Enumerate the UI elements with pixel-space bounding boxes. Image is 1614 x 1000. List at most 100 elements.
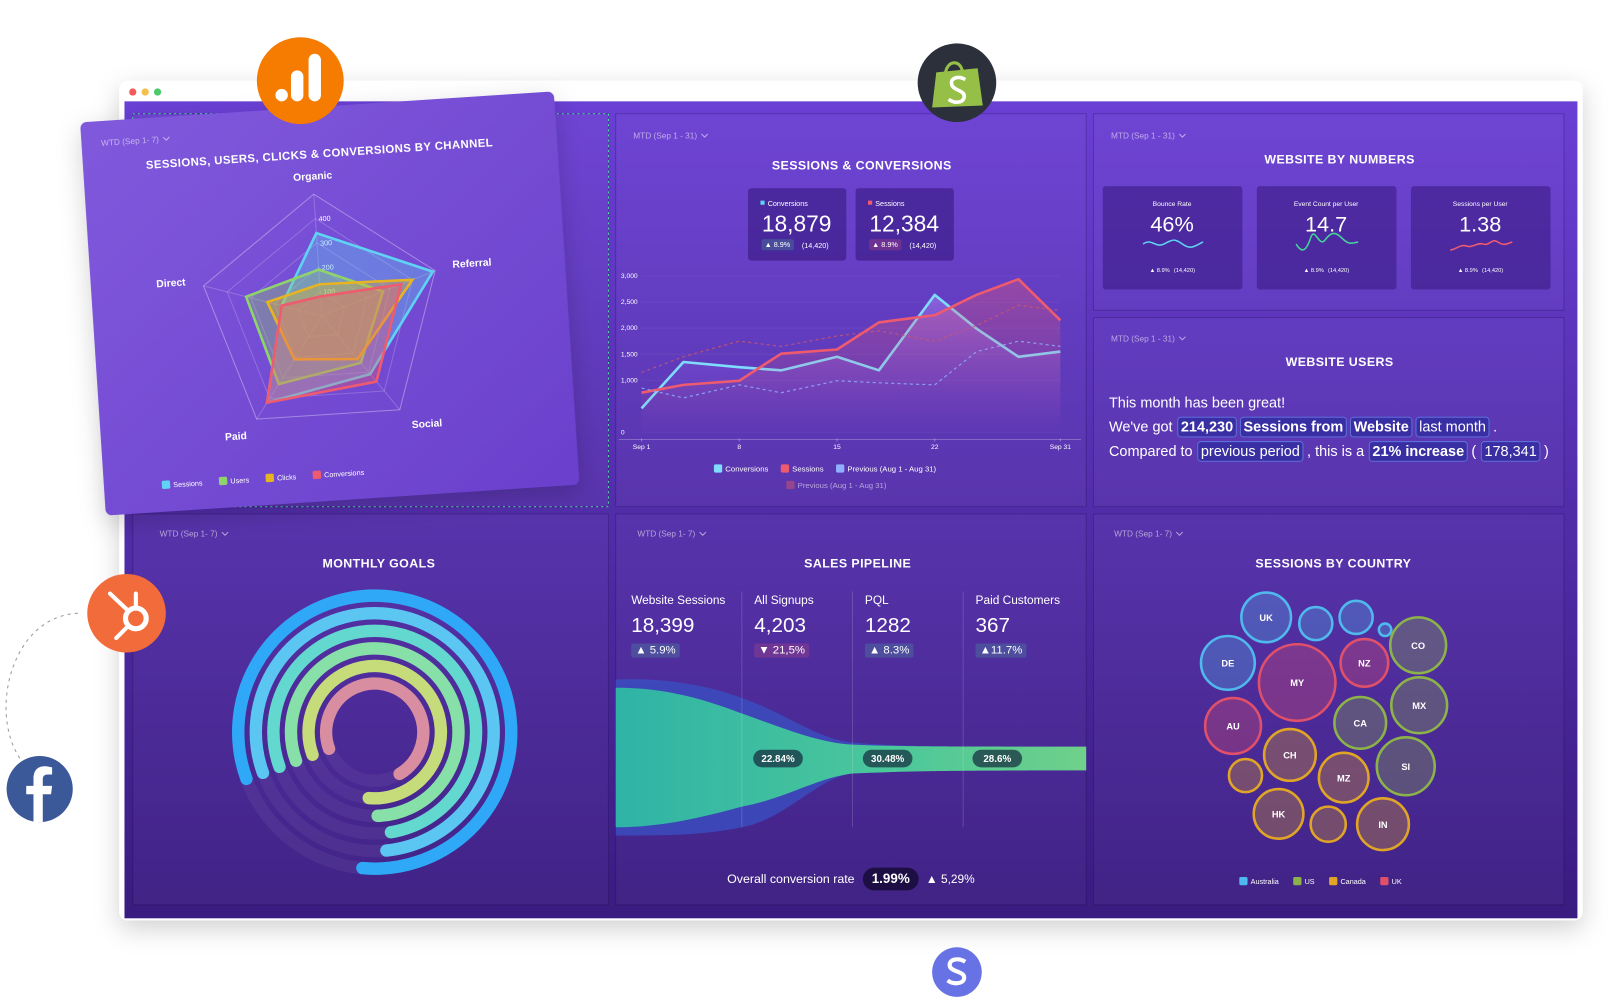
kpi-change: ▲ 8.9%: [765, 240, 791, 249]
period-selector[interactable]: WTD (Sep 1- 7): [160, 530, 218, 539]
metric-previous: (14,420): [1328, 268, 1349, 274]
y-tick-label: 1,500: [621, 351, 638, 358]
series-line: [641, 340, 1061, 399]
kpi-change: ▲ 8.9%: [872, 240, 898, 249]
widget-title: SESSIONS & CONVERSIONS: [772, 159, 952, 173]
period-selector[interactable]: WTD (Sep 1- 7): [101, 135, 160, 148]
metric-change: ▲ 8.9%: [1304, 268, 1324, 274]
chevron: [699, 531, 707, 536]
icon-part: [946, 957, 967, 986]
x-tick-label: 8: [737, 444, 741, 451]
kpi-box: [855, 188, 954, 261]
y-tick-label: 0: [621, 429, 625, 436]
metric-previous: (14,420): [1174, 268, 1195, 274]
rate-label: 30.48%: [871, 754, 905, 765]
country-label: UK: [1259, 613, 1273, 623]
rate-badge: [753, 749, 803, 768]
radar-grid: [226, 217, 414, 400]
country-bubble: [1338, 599, 1374, 636]
metric-tile: [1102, 186, 1243, 290]
period-selector[interactable]: WTD (Sep 1- 7): [1114, 530, 1172, 539]
radar-grid: [297, 290, 346, 338]
chevron: [221, 531, 229, 536]
country-bubble: [1375, 736, 1437, 797]
period-selector[interactable]: MTD (Sep 1 - 31): [1111, 334, 1175, 343]
metric-label: Bounce Rate: [1153, 201, 1192, 208]
country-label: CH: [1283, 751, 1297, 761]
legend-swatch: [780, 464, 790, 473]
x-tick-label: Sep 31: [1050, 444, 1072, 451]
panel: [615, 113, 1087, 508]
legend-swatch: [1293, 876, 1302, 886]
country-label: IN: [1378, 820, 1388, 830]
kpi-value: 12,384: [869, 211, 939, 237]
kpi-swatch: [760, 200, 765, 205]
overall-change: ▲ 5,29%: [926, 872, 975, 886]
country-bubble: [1333, 695, 1388, 750]
goal-arc: [249, 607, 500, 857]
token-box: [1349, 416, 1413, 438]
chevron: [162, 136, 170, 141]
radar-axis-label: Social: [411, 418, 442, 431]
token-box: [1415, 416, 1490, 438]
kpi-name: Conversions: [768, 199, 809, 208]
metric-value: 1.38: [1459, 212, 1501, 237]
chevron: [1178, 336, 1186, 341]
stage-value: 1282: [865, 614, 911, 637]
legend-label: Conversions: [324, 468, 365, 480]
radar-spoke: [203, 285, 322, 317]
kpi-name: Sessions: [875, 199, 905, 208]
legend-swatch: [312, 470, 322, 480]
legend-label: Users: [230, 475, 250, 485]
widget-title: SESSIONS BY COUNTRY: [1255, 557, 1411, 571]
radar-outer: [202, 193, 436, 420]
legend-label: Sessions: [173, 478, 203, 489]
pipeline-widget: WTD (Sep 1- 7) SALES PIPELINE Website Se…: [615, 530, 1087, 891]
users-widget: MTD (Sep 1 - 31) WEBSITE USERS This mont…: [1109, 334, 1549, 462]
icon-part: [290, 70, 304, 102]
stage-value: 367: [976, 614, 1011, 637]
country-bubble: [1297, 605, 1334, 642]
highlight-token: 21% increase: [1372, 444, 1464, 460]
stage-name: PQL: [865, 593, 889, 607]
legend-label: UK: [1392, 877, 1402, 886]
stage-dividers: [741, 591, 964, 828]
integration-icons: [5, 37, 997, 997]
radar-card: [80, 91, 580, 516]
numbers-widget: MTD (Sep 1 - 31) WEBSITE BY NUMBERS Boun…: [1102, 132, 1551, 290]
change-badge: [864, 643, 914, 658]
legend-swatch: [786, 480, 795, 490]
goal-arc: [267, 624, 483, 839]
sparkline: [1295, 232, 1359, 251]
overall-value: 1.99%: [872, 871, 910, 886]
panel: [132, 513, 609, 906]
period-selector[interactable]: WTD (Sep 1- 7): [637, 530, 695, 539]
country-bubble: [1262, 727, 1318, 783]
panel: [1092, 513, 1565, 906]
rate-badge: [972, 749, 1023, 768]
country-label: CA: [1354, 718, 1368, 728]
metric-label: Event Count per User: [1294, 201, 1359, 208]
period-selector[interactable]: MTD (Sep 1 - 31): [1111, 132, 1175, 141]
icon-part: [275, 88, 288, 102]
kpi-change-badge: [761, 239, 794, 251]
sentence-text: ): [1544, 444, 1549, 460]
radar-tick-label: 100: [323, 287, 336, 297]
legend-label: Australia: [1251, 877, 1280, 886]
country-label: MX: [1412, 701, 1427, 711]
radar-widget[interactable]: WTD (Sep 1- 7) SESSIONS, USERS, CLICKS &…: [80, 91, 580, 516]
radar-tick-label: 300: [320, 238, 333, 248]
widget-title: MONTHLY GOALS: [322, 557, 435, 571]
highlight-token: Website: [1354, 420, 1409, 436]
highlight-token: Sessions from: [1244, 420, 1344, 436]
period-selector[interactable]: MTD (Sep 1 - 31): [633, 132, 697, 141]
country-bubble: [1199, 634, 1257, 692]
token-box: [1239, 416, 1347, 438]
sentence-text: We've got: [1109, 420, 1173, 436]
rate-label: 28.6%: [983, 754, 1011, 765]
legend-label: Sessions: [792, 465, 824, 474]
overall-badge: [862, 867, 919, 891]
country-bubble: [1377, 622, 1393, 638]
y-tick-label: 2,000: [621, 325, 638, 332]
